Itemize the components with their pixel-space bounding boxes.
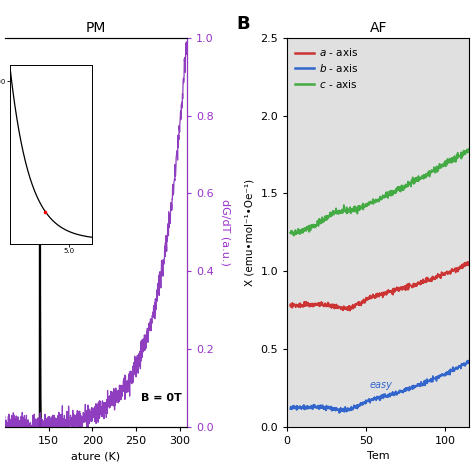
Y-axis label: dG/dT (a.u.): dG/dT (a.u.) [220,199,230,266]
Text: B = 0T: B = 0T [141,393,182,403]
Text: easy: easy [369,380,392,390]
X-axis label: ature (K): ature (K) [71,451,120,461]
Title: PM: PM [86,21,106,36]
Y-axis label: X (emu•mol⁻¹•Oe⁻¹): X (emu•mol⁻¹•Oe⁻¹) [245,179,255,286]
Legend: $\it{a}$ - axis, $\it{b}$ - axis, $\it{c}$ - axis: $\it{a}$ - axis, $\it{b}$ - axis, $\it{c… [292,43,362,93]
Text: B: B [236,15,250,33]
Title: AF: AF [369,21,387,36]
X-axis label: Tem: Tem [367,451,390,461]
